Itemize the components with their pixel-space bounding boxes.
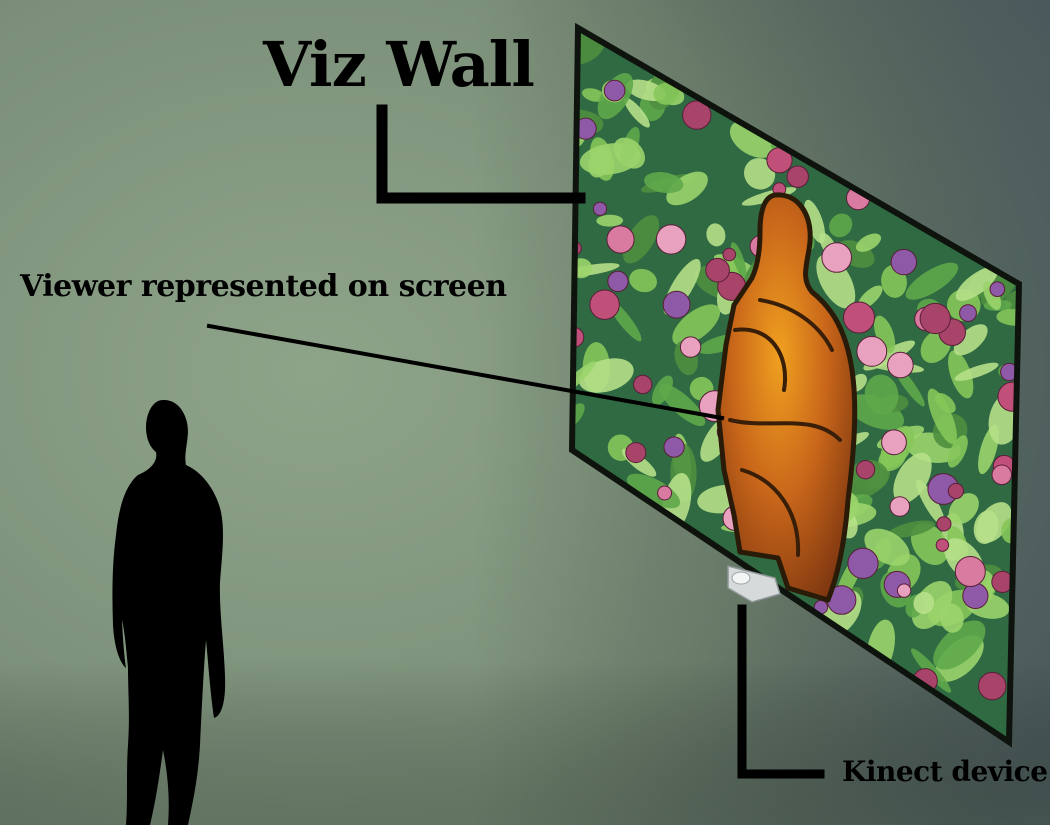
projected-figure-contour — [728, 298, 842, 557]
foliage-leaf — [622, 215, 660, 264]
foliage-leaf — [829, 213, 853, 238]
flower-blossom — [592, 201, 608, 216]
foliage-leaf — [653, 82, 681, 105]
foliage-leaf — [916, 479, 945, 526]
foliage-leaf — [893, 452, 932, 504]
flower-blossom — [607, 270, 629, 292]
flower-blossom — [890, 248, 917, 276]
foliage-leaf — [596, 214, 624, 227]
foliage-leaf — [954, 362, 999, 381]
flower-blossom — [887, 351, 914, 379]
foliage-leaf — [624, 97, 650, 128]
flower-blossom — [855, 460, 876, 480]
flower-blossom — [989, 281, 1006, 298]
foliage-leaf — [913, 591, 935, 615]
callout-lines — [206, 104, 825, 779]
flower-blossom — [936, 516, 952, 532]
foliage-leaf — [644, 172, 684, 194]
flower-blossom — [786, 165, 809, 188]
foliage-leaf — [888, 520, 935, 538]
projected-figure-body — [715, 192, 858, 603]
foliage-leaf — [953, 324, 988, 356]
viewer-callout-label: Viewer represented on screen — [20, 269, 507, 304]
foliage-leaf — [666, 171, 708, 206]
foliage-leaf — [581, 88, 606, 102]
flower-blossom — [821, 242, 853, 273]
flower-blossom — [679, 336, 702, 358]
flower-blossom — [589, 289, 620, 320]
flower-blossom — [682, 100, 712, 130]
foliage-leaf — [855, 233, 882, 252]
flower-blossom — [997, 381, 1019, 412]
projected-viewer-figure — [715, 192, 858, 603]
diagram-title: Viz Wall — [263, 28, 535, 101]
foliage-leaf — [744, 158, 776, 190]
flower-blossom — [606, 225, 635, 254]
foliage-leaf — [948, 493, 979, 525]
foliage-leaf — [706, 223, 726, 247]
foliage-leaf — [652, 375, 673, 406]
foliage-leaf — [905, 262, 959, 300]
viewer-leader-line — [206, 323, 725, 421]
flower-blossom — [705, 257, 730, 283]
foliage-leaf — [927, 388, 957, 445]
flower-blossom — [843, 301, 875, 334]
foliage-leaf — [588, 148, 611, 178]
flower-blossom — [896, 583, 912, 598]
foliage-leaf — [804, 199, 826, 244]
foliage-leaf — [940, 603, 964, 633]
viz-wall-leader-line — [376, 104, 586, 204]
person-silhouette — [112, 399, 226, 825]
flower-blossom — [722, 247, 737, 262]
screen-frame — [568, 22, 1023, 748]
foliage-leaf — [864, 374, 899, 415]
flower-blossom — [663, 436, 685, 458]
flower-blossom — [991, 464, 1013, 486]
flower-blossom — [655, 224, 687, 255]
flower-blossom — [959, 304, 977, 323]
flower-blossom — [919, 302, 951, 335]
foliage-leaf — [672, 304, 721, 346]
flower-blossom — [881, 429, 907, 456]
flower-blossom — [847, 547, 879, 580]
foliage-leaf — [947, 435, 968, 468]
kinect-leader-line — [737, 604, 825, 779]
foliage-leaf — [955, 266, 998, 301]
foliage-leaf — [659, 384, 706, 427]
flower-blossom — [935, 538, 950, 552]
foliage-leaf — [973, 510, 999, 544]
foliage-leaf — [629, 268, 657, 293]
foliage-leaf — [613, 137, 645, 169]
kinect-lens — [731, 571, 751, 585]
flower-blossom — [889, 496, 911, 517]
flower-blossom — [603, 79, 626, 102]
kinect-callout-label: Kinect device — [842, 755, 1048, 788]
foliage-leaf — [874, 315, 896, 353]
foliage-leaf — [935, 393, 956, 413]
foliage-leaf — [983, 281, 1002, 310]
flower-blossom — [662, 290, 691, 319]
flower-blossom — [856, 336, 888, 367]
kinect-device — [727, 565, 781, 603]
flower-blossom — [978, 671, 1007, 701]
flower-blossom — [947, 482, 965, 500]
foliage-leaf — [933, 620, 986, 670]
flower-blossom — [962, 582, 989, 610]
flower-blossom — [633, 374, 653, 395]
viz-wall-screen — [568, 22, 1023, 748]
flower-blossom — [657, 485, 673, 501]
flower-blossom — [625, 442, 647, 464]
flower-blossom — [954, 556, 986, 587]
